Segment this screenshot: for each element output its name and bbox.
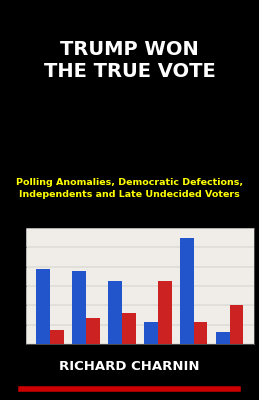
Bar (36, 269, 50, 400)
Bar (216, 332, 230, 400)
Bar (86, 318, 99, 400)
Bar (230, 305, 243, 400)
Text: 28 State Exit Polls vs. Reported Vote vs. True Vote (Gallup Party-ID + Undecided: 28 State Exit Polls vs. Reported Vote vs… (26, 214, 236, 225)
Text: Polling Anomalies, Democratic Defections,
Independents and Late Undecided Voters: Polling Anomalies, Democratic Defections… (16, 178, 243, 199)
Bar (108, 281, 122, 400)
Bar (180, 238, 194, 400)
Text: RICHARD CHARNIN: RICHARD CHARNIN (59, 360, 200, 373)
Bar (194, 322, 207, 400)
Bar (72, 270, 86, 400)
Bar (50, 330, 64, 400)
Text: TRUMP WON
THE TRUE VOTE: TRUMP WON THE TRUE VOTE (44, 40, 215, 81)
Bar (144, 322, 158, 400)
Bar (158, 281, 171, 400)
Bar (122, 313, 135, 400)
